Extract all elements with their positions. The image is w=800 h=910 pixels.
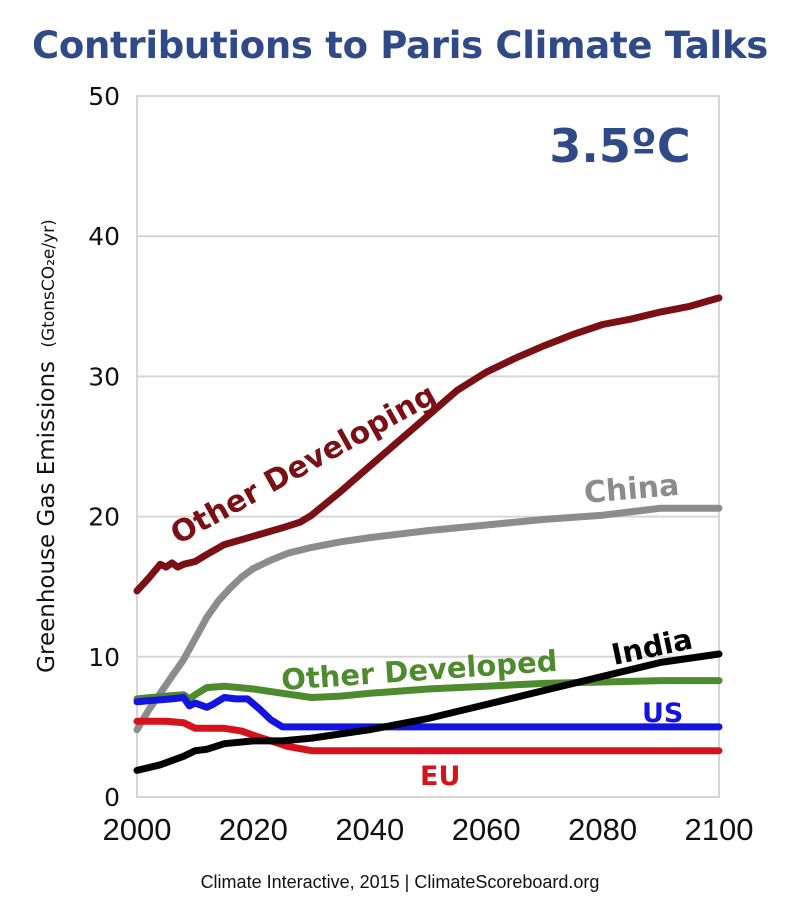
series-line-india [133, 650, 723, 774]
x-tick-label: 2040 [335, 812, 404, 847]
gridlines [137, 235, 719, 658]
y-axis-label-main: Greenhouse Gas Emissions [34, 361, 60, 673]
x-tick-label: 2060 [452, 812, 521, 847]
x-tick-label: 2080 [568, 812, 637, 847]
y-tick-label: 30 [88, 362, 120, 391]
label-eu: EU [420, 761, 460, 792]
y-tick-label: 40 [88, 222, 120, 251]
plot-frame [136, 95, 720, 798]
x-tick-label: 2000 [103, 812, 172, 847]
series-line-us [133, 694, 723, 731]
y-tick-label: 0 [104, 783, 120, 812]
source-footer: Climate Interactive, 2015 | ClimateScore… [200, 872, 600, 892]
label-other-developing: Other Developing [165, 377, 442, 552]
x-tick-label: 2100 [685, 812, 754, 847]
y-axis-label: Greenhouse Gas Emissions (GtonsCO₂e/yr) [34, 219, 60, 673]
series-line-other-developed [133, 677, 723, 703]
series-line-other-developing [133, 294, 723, 595]
series-line-china [133, 504, 723, 734]
temperature-annotation: 3.5ºC [549, 119, 690, 173]
series-lines [133, 294, 723, 774]
series-line-eu [133, 717, 723, 755]
y-tick-label: 10 [88, 643, 120, 672]
x-tick-label: 2020 [219, 812, 288, 847]
y-axis-ticks: 0 10 20 30 40 50 [88, 82, 120, 812]
x-axis-ticks: 2000 2020 2040 2060 2080 2100 [103, 812, 754, 847]
label-us: US [642, 698, 683, 729]
y-tick-label: 50 [88, 82, 120, 111]
y-axis-label-unit: (GtonsCO₂e/yr) [39, 219, 59, 347]
y-tick-label: 20 [88, 503, 120, 532]
chart-title: Contributions to Paris Climate Talks [32, 24, 768, 67]
label-china: China [583, 468, 681, 511]
